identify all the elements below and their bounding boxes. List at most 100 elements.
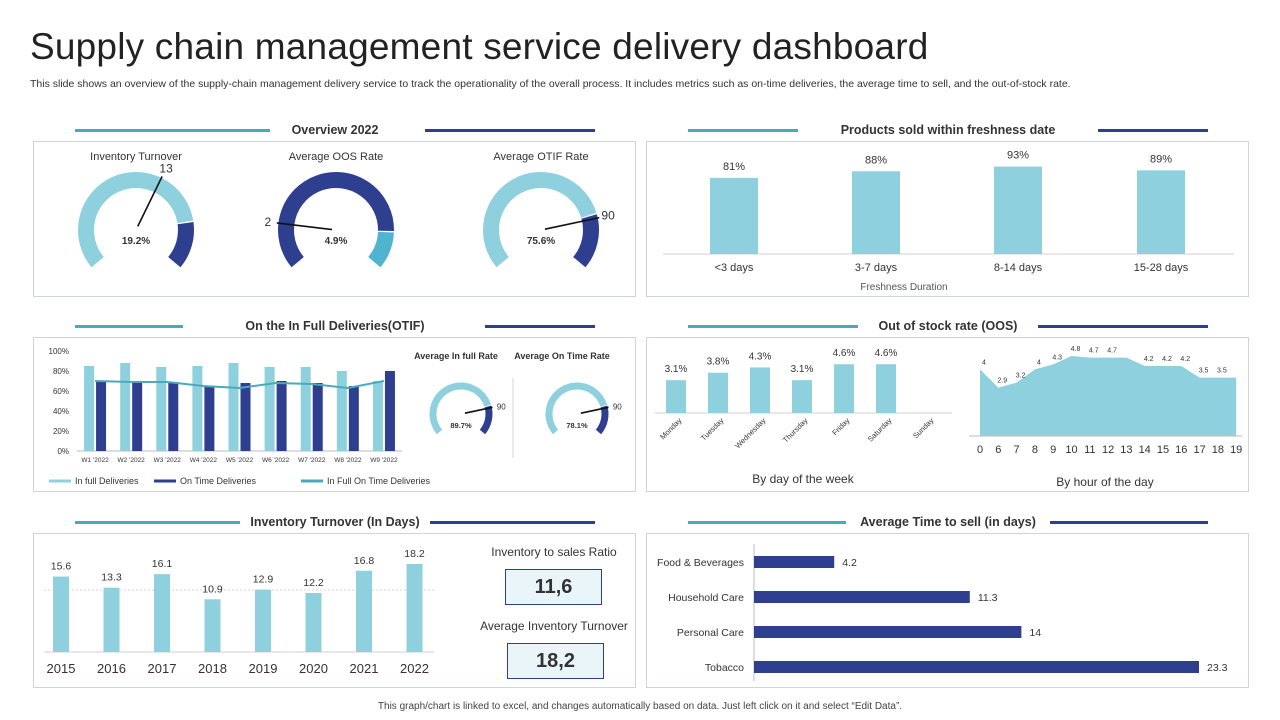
turnover-bar [406, 564, 423, 652]
turnover-value-label: 16.8 [354, 555, 375, 567]
panel-oos: 3.1% Monday 3.8% Tuesday 4.3% Wednesday 3.1% Th… [646, 337, 1249, 492]
turnover-bar [305, 593, 322, 652]
avg_oos_rate-gauge-fill [278, 172, 394, 268]
otif-bar-on-time [204, 386, 215, 451]
otif-category-label: W5 '2022 [226, 457, 254, 464]
oos-hour-value-label: 4.2 [1162, 356, 1172, 363]
otif-category-label: W2 '2022 [118, 457, 146, 464]
turnover-bar [53, 576, 69, 652]
otif-y-tick: 0% [57, 447, 69, 456]
otif-category-label: W9 '2022 [370, 457, 398, 464]
otif-y-tick: 80% [53, 367, 69, 376]
turnover-value-label: 10.9 [202, 583, 223, 595]
otif-bar-on-time [384, 371, 395, 451]
sell-category-label: Tobacco [705, 662, 744, 674]
otif-bar-in-full [192, 366, 203, 451]
otif-bar-in-full [156, 367, 167, 451]
oos-hour-value-label: 4 [1037, 359, 1041, 366]
panel-otif: 100% 80% 60% 40% 20% 0% W1 '2022 W2 '2022 W3 '20… [33, 337, 636, 492]
oos-hour-tick-label: 18 [1212, 444, 1224, 456]
otif-chart: 100% 80% 60% 40% 20% 0% W1 '2022 W2 '2022 W3 '20… [49, 347, 623, 486]
otif-bar-on-time [348, 386, 359, 451]
oos-day-category-label: Friday [830, 416, 851, 437]
turnover-category-label: 2020 [299, 661, 328, 676]
avg_in_full_rate-gauge-fill [429, 382, 492, 435]
avg_otif_rate-pointer-label: 90 [601, 209, 615, 223]
oos-hour-value-label: 4.8 [1071, 346, 1081, 353]
section-title-overview: Overview 2022 [291, 123, 379, 137]
oos-hour-tick-label: 19 [1230, 444, 1242, 456]
turnover-category-label: 2017 [148, 661, 177, 676]
inventory_turnover-center-label: 19.2% [122, 236, 150, 247]
oos-hour-value-label: 4.7 [1089, 348, 1099, 355]
sell-bar [754, 626, 1022, 638]
oos-day-value-label: 3.1% [791, 364, 814, 375]
avg_on_time_rate-gauge-rest [595, 405, 609, 435]
freshness-category-label: <3 days [715, 262, 754, 274]
section-title-otif: On the In Full Deliveries(OTIF) [245, 319, 425, 333]
oos-day-category-label: Thursday [781, 416, 810, 445]
turnover-category-label: 2019 [249, 661, 278, 676]
overview-gauges: 13 19.2% Inventory Turnover 2 4.9% Average OO… [78, 151, 615, 268]
oos-day-bar [708, 372, 728, 413]
freshness-category-label: 3-7 days [855, 262, 898, 274]
avg_in_full_rate-center-label: 89.7% [450, 421, 472, 430]
sell-value-label: 11.3 [978, 592, 998, 604]
oos-hour-tick-label: 8 [1032, 444, 1038, 456]
oos-hour-tick-label: 11 [1084, 444, 1095, 456]
inventory_turnover-gauge-pointer [137, 176, 163, 227]
panel-time-to-sell: 4.2 Food & Beverages 11.3 Household Care 14 P… [646, 533, 1249, 688]
inventory_turnover-gauge-rest [167, 222, 194, 268]
avg-turnover-value: 18,2 [507, 643, 604, 679]
oos-day-category-label: Wednesday [733, 416, 767, 450]
otif-category-label: W4 '2022 [190, 457, 218, 464]
otif-y-tick: 100% [49, 347, 69, 356]
sell-category-label: Household Care [668, 592, 744, 604]
otif-bar-in-full [228, 363, 239, 451]
oos-hour-tick-label: 7 [1014, 444, 1020, 456]
avg-turnover-label: Average Inventory Turnover [480, 619, 628, 633]
avg_otif_rate-gauge-pointer [544, 216, 600, 230]
turnover-value-label: 18.2 [404, 548, 425, 560]
otif-bar-on-time [132, 381, 143, 451]
sell-category-label: Personal Care [677, 627, 744, 639]
otif-y-tick: 40% [53, 407, 69, 416]
otif-bar-in-full [84, 366, 95, 451]
oos-day-value-label: 4.3% [749, 351, 772, 362]
freshness-bar [710, 177, 758, 254]
oos-hour-tick-label: 9 [1050, 444, 1056, 456]
inv-sales-ratio-value: 11,6 [505, 569, 602, 605]
avg_in_full_rate-pointer-label: 90 [497, 402, 506, 411]
freshness-value-label: 93% [1007, 150, 1029, 162]
oos-day-value-label: 4.6% [833, 348, 856, 359]
sell-category-label: Food & Beverages [657, 557, 744, 569]
freshness-bar-chart: 81% <3 days 88% 3-7 days 93% 8-14 days 89% 15-2… [663, 150, 1234, 293]
oos-hour-tick-label: 17 [1193, 444, 1205, 456]
freshness-category-label: 15-28 days [1134, 262, 1189, 274]
avg_oos_rate-title: Average OOS Rate [289, 151, 384, 163]
turnover-bar [255, 589, 271, 652]
freshness-bar [994, 166, 1042, 254]
oos-hour-axis-title: By hour of the day [1056, 475, 1153, 489]
turnover-value-label: 13.3 [101, 572, 122, 584]
oos-hour-tick-label: 12 [1102, 444, 1114, 456]
panel-freshness: 81% <3 days 88% 3-7 days 93% 8-14 days 89% 15-2… [646, 141, 1249, 297]
avg_on_time_rate-gauge-pointer [580, 406, 609, 414]
avg_in_full_rate-gauge-pointer [464, 406, 493, 414]
inventory_turnover-pointer-label: 13 [159, 161, 173, 175]
section-header-freshness: Products sold within freshness date [688, 123, 1208, 137]
avg_oos_rate-gauge-rest [367, 231, 394, 268]
avg_oos_rate-center-label: 4.9% [325, 236, 348, 247]
avg-in-full-rate-title: Average In full Rate [414, 351, 498, 361]
section-header-otif: On the In Full Deliveries(OTIF) [75, 319, 595, 333]
oos-hour-value-label: 3.2 [1016, 373, 1026, 380]
turnover-bar [204, 599, 221, 652]
section-title-turnover-days: Inventory Turnover (In Days) [250, 515, 420, 529]
otif-legend-label: In Full On Time Deliveries [327, 476, 431, 486]
oos-hour-tick-label: 0 [977, 444, 983, 456]
sell-bar [754, 556, 835, 568]
oos-day-bar [666, 380, 686, 413]
turnover-value-label: 12.9 [253, 574, 274, 586]
oos-day-category-label: Tuesday [699, 416, 726, 443]
section-header-turnover-days: Inventory Turnover (In Days) [75, 515, 595, 529]
